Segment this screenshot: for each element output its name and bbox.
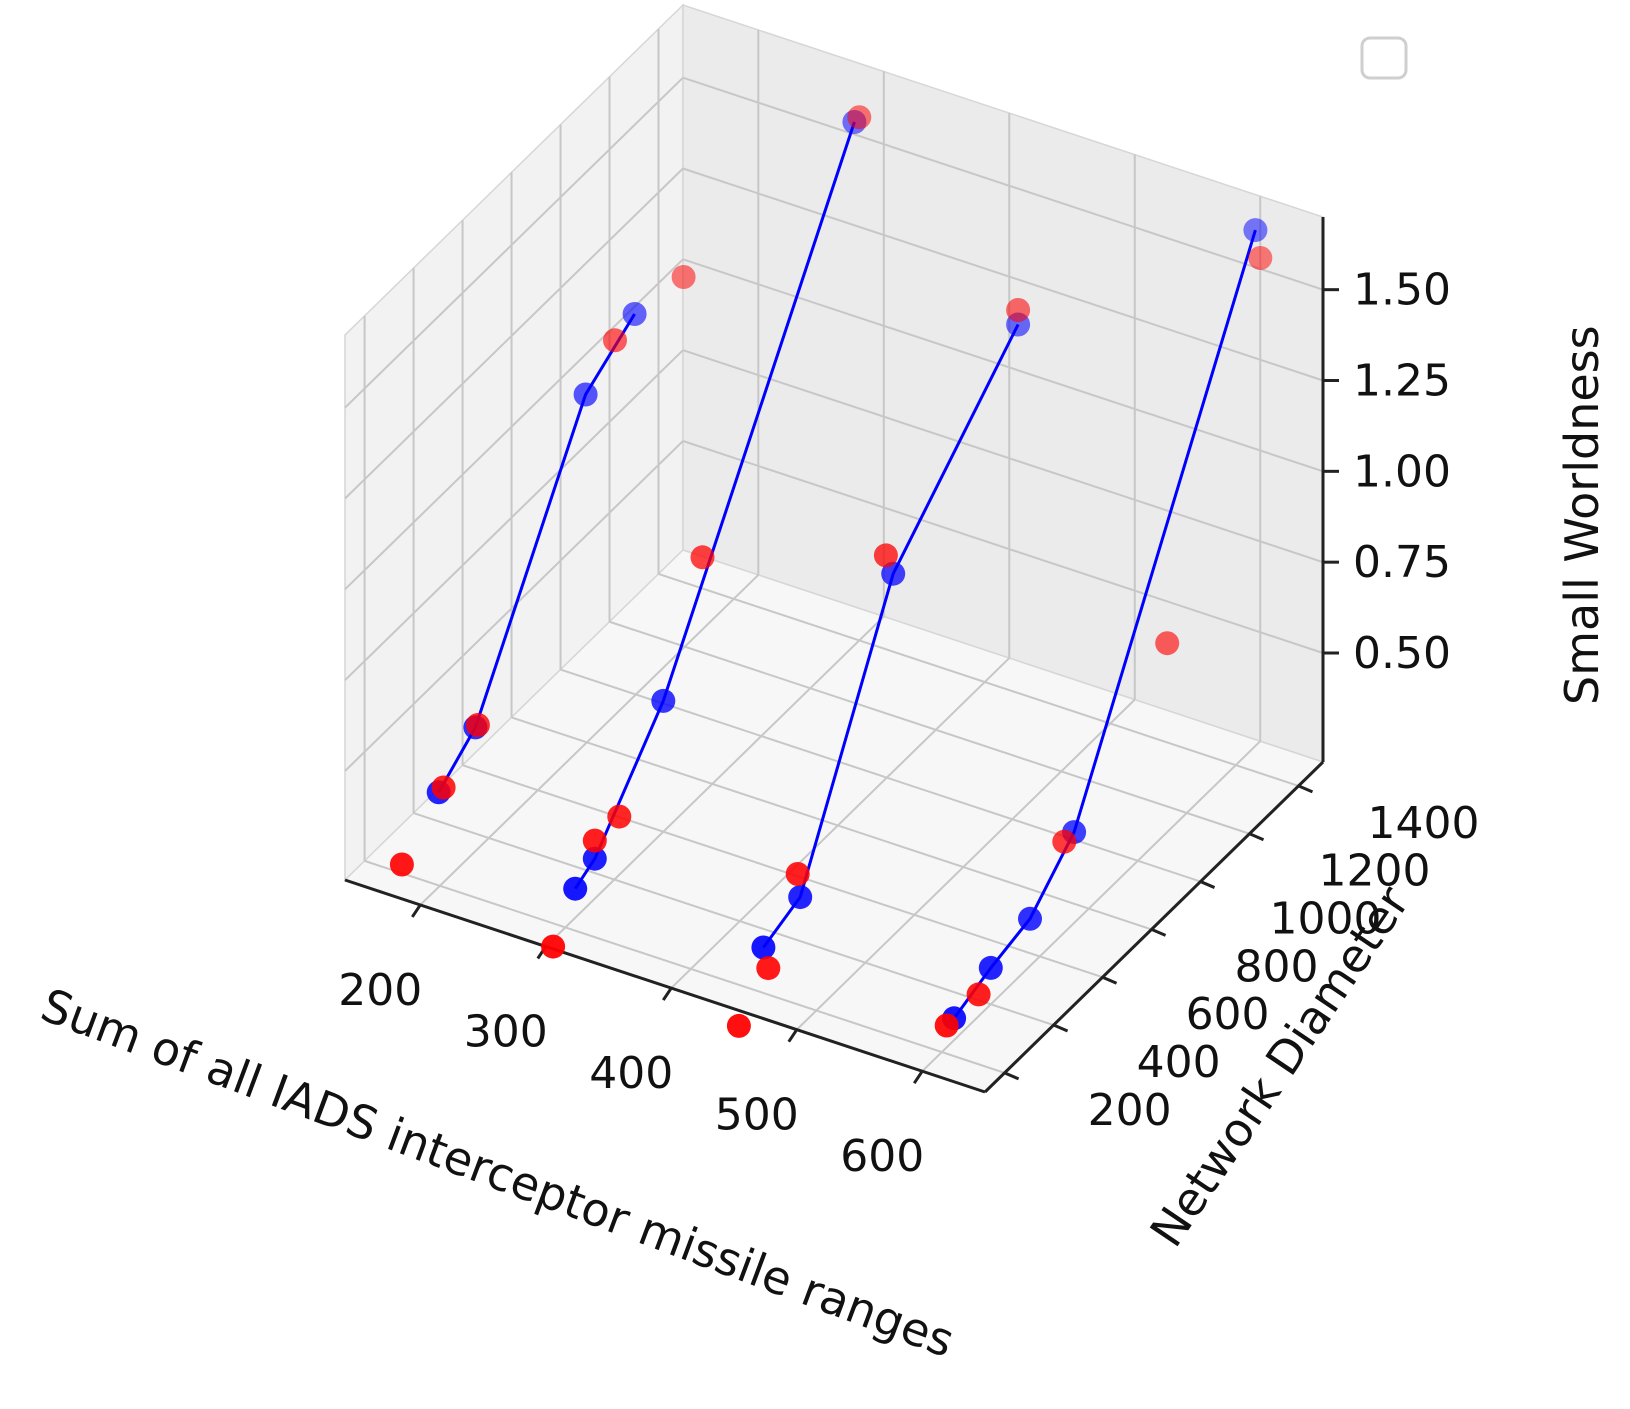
z-axis-label: Small Worldness (1555, 325, 1609, 705)
legend-box (1360, 36, 1408, 80)
gridline-x-floor (419, 574, 759, 906)
gridline-x-floor (796, 698, 1136, 1031)
y-tick-label: 400 (1137, 1037, 1221, 1088)
x-tick-mark (913, 1070, 924, 1085)
z-tick-label: 1.00 (1353, 446, 1451, 497)
data-point (389, 852, 414, 877)
gridline-x-floor (921, 740, 1261, 1072)
gridline-y-floor (413, 812, 1054, 1026)
data-point (1155, 631, 1180, 656)
z-tick-label: 0.50 (1353, 628, 1451, 679)
series-line (437, 313, 636, 794)
data-point (1052, 829, 1077, 854)
data-point (785, 862, 810, 886)
axes-panes (343, 3, 1325, 1093)
y-axis-line (983, 760, 1325, 1094)
y-tick-mark (1297, 784, 1314, 794)
x-tick-mark (662, 987, 673, 1001)
y-tick-label: 1200 (1319, 846, 1431, 897)
y-tick-mark (1101, 975, 1118, 985)
gridline-z-left (344, 349, 684, 681)
data-point (651, 688, 676, 713)
data-point (541, 934, 566, 959)
series-line (762, 323, 1020, 949)
gridlines (344, 28, 1324, 1074)
tick-labels: 2003004005006002004006008001000120014000… (338, 265, 1479, 1183)
y-tick-mark (1199, 880, 1216, 889)
gridline-y-floor (364, 859, 1005, 1074)
y-tick-mark (1004, 1071, 1020, 1081)
y-tick-label: 1000 (1270, 894, 1382, 945)
y-tick-mark (1248, 832, 1265, 842)
y-tick-mark (1052, 1023, 1069, 1033)
data-point (1006, 298, 1031, 322)
data-point (1018, 906, 1042, 931)
data-point (1248, 246, 1273, 270)
data-point (881, 561, 906, 586)
gridline-z-left (344, 76, 684, 409)
x-tick-label: 400 (589, 1048, 673, 1099)
gridline-y-floor (462, 764, 1103, 979)
series-1 (389, 105, 1273, 1038)
data-point (726, 1013, 751, 1038)
data-point (582, 828, 607, 853)
z-tick-label: 1.50 (1353, 265, 1451, 316)
data-point (978, 955, 1003, 980)
gridline-z-left (344, 440, 684, 772)
data-point (966, 982, 991, 1007)
x-tick-label: 500 (715, 1090, 799, 1141)
x-tick-label: 200 (338, 965, 422, 1016)
data-point (582, 846, 607, 871)
series-line (573, 121, 856, 890)
data-point (563, 876, 588, 901)
y-tick-mark (1150, 928, 1167, 937)
data-point (751, 935, 776, 960)
data-point (465, 713, 490, 737)
data-point (873, 543, 898, 568)
data-point (756, 956, 781, 981)
data-point (622, 302, 647, 326)
data-point (788, 885, 813, 910)
gridline-x-floor (670, 657, 1010, 989)
data-point (1243, 218, 1268, 243)
data-point (934, 1013, 959, 1038)
gridline-z-back (682, 258, 1324, 473)
axis-lines (344, 217, 1339, 1094)
gridline-y-floor (511, 716, 1152, 931)
x-tick-mark (787, 1028, 799, 1043)
z-tick-label: 0.75 (1353, 537, 1451, 588)
data-point (603, 328, 627, 353)
gridline-z-back (682, 349, 1324, 564)
gridline-z-back (682, 167, 1324, 382)
z-tick-label: 1.25 (1353, 356, 1451, 407)
y-tick-label: 1400 (1368, 798, 1480, 849)
gridline-z-back (682, 76, 1324, 291)
gridline-z-back (682, 440, 1324, 654)
data-point (607, 804, 632, 829)
gridline-y-floor (609, 620, 1250, 835)
data-point (573, 382, 598, 407)
gridline-y-floor (658, 572, 1299, 787)
gridline-z-left (344, 167, 684, 500)
y-tick-label: 600 (1186, 989, 1270, 1040)
data-series (389, 105, 1273, 1038)
data-point (431, 775, 456, 800)
x-tick-label: 300 (464, 1007, 548, 1058)
x-tick-mark (411, 904, 422, 918)
y-tick-label: 200 (1088, 1085, 1172, 1136)
data-point (847, 105, 872, 130)
data-point (671, 265, 696, 289)
x-tick-label: 600 (840, 1131, 924, 1182)
data-point (690, 545, 715, 570)
y-tick-label: 800 (1235, 941, 1319, 992)
x-axis-line (344, 878, 986, 1094)
gridline-x-floor (545, 615, 885, 948)
